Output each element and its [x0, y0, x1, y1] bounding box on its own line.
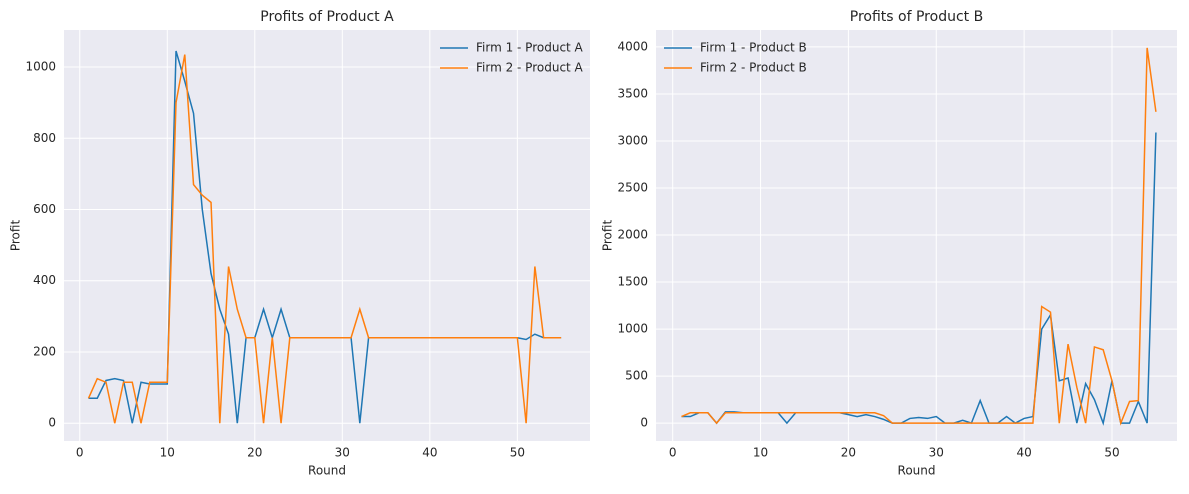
series-line — [681, 47, 1157, 426]
x-tick-label: 20 — [841, 446, 856, 460]
y-tick-label: 1500 — [617, 275, 648, 289]
y-axis-label: Profit — [9, 220, 23, 252]
x-tick-label: 30 — [335, 446, 350, 460]
x-axis-label: Round — [308, 464, 346, 478]
x-tick-label: 20 — [247, 446, 262, 460]
x-axis-label: Round — [898, 464, 936, 478]
x-tick-label: 40 — [422, 446, 437, 460]
y-tick-label: 2500 — [617, 181, 648, 195]
x-tick-label: 30 — [929, 446, 944, 460]
plot-area — [64, 30, 590, 441]
y-tick-label: 0 — [640, 416, 648, 430]
y-tick-label: 500 — [625, 369, 648, 383]
subplot: Profits of Product A Round Profit 0 10 20 30 40… — [9, 9, 590, 478]
x-tick-label: 40 — [1016, 446, 1031, 460]
y-tick-label: 3500 — [617, 86, 648, 100]
y-tick-label: 600 — [33, 202, 56, 216]
y-tick-label: 200 — [33, 344, 56, 358]
x-tick-label: 0 — [76, 446, 84, 460]
series-line — [87, 54, 562, 424]
subplot: Profits of Product B Round Profit 0 10 20 30 40… — [601, 9, 1177, 478]
x-tick-label: 0 — [669, 446, 677, 460]
legend-label: Firm 2 - Product B — [700, 61, 807, 75]
x-tick-label: 10 — [753, 446, 768, 460]
y-axis-label: Profit — [601, 220, 615, 252]
legend-label: Firm 1 - Product A — [476, 41, 584, 55]
y-tick-label: 2000 — [617, 228, 648, 242]
y-tick-label: 4000 — [617, 39, 648, 53]
y-tick-label: 1000 — [25, 60, 56, 74]
y-tick-label: 3000 — [617, 133, 648, 147]
x-tick-label: 10 — [160, 446, 175, 460]
chart-title: Profits of Product B — [850, 9, 983, 25]
legend-label: Firm 2 - Product A — [476, 61, 584, 75]
x-tick-label: 50 — [1104, 446, 1119, 460]
y-tick-label: 1000 — [617, 322, 648, 336]
x-tick-label: 50 — [510, 446, 525, 460]
legend-label: Firm 1 - Product B — [700, 41, 807, 55]
chart-title: Profits of Product A — [260, 9, 394, 25]
y-tick-label: 800 — [33, 131, 56, 145]
y-tick-label: 0 — [48, 416, 56, 430]
y-tick-label: 400 — [33, 273, 56, 287]
